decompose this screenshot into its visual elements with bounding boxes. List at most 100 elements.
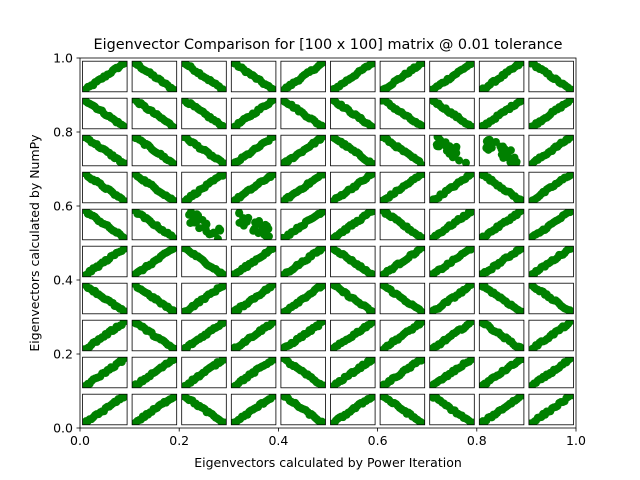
data-point [321, 135, 326, 139]
subplot-points [231, 246, 276, 277]
subplot-frame [230, 356, 277, 389]
data-point [420, 61, 425, 65]
subplot-points [330, 320, 376, 351]
subplot-r2-c3 [230, 134, 277, 167]
data-point [123, 161, 128, 166]
subplot-r7-c4 [280, 319, 326, 352]
subplot-points [231, 394, 276, 425]
subplot-points [432, 135, 470, 166]
subplot-points [479, 283, 524, 314]
data-point [123, 320, 128, 325]
data-point [271, 283, 276, 288]
y-tick-label: 0.2 [53, 347, 73, 362]
data-point [321, 246, 326, 251]
subplot-r4-c5 [330, 208, 376, 241]
subplot-points [528, 135, 574, 166]
subplot-r2-c1 [131, 134, 178, 167]
data-point [222, 162, 227, 166]
subplot-frame [330, 208, 376, 241]
data-point [470, 357, 475, 360]
subplot-points [528, 61, 574, 92]
subplot-r1-c5 [330, 97, 376, 130]
subplot-r5-c2 [181, 245, 227, 278]
data-point [519, 246, 524, 250]
data-point [271, 86, 276, 92]
data-point [123, 357, 128, 362]
plot-area-frame [79, 57, 577, 429]
subplot-frame [379, 134, 426, 167]
subplot-frame [82, 208, 128, 241]
data-point [420, 161, 425, 166]
subplot-r6-c7 [429, 282, 475, 315]
y-tick-label: 0.4 [53, 273, 73, 288]
data-point [272, 172, 276, 176]
subplot-frame [379, 356, 426, 389]
subplot-r1-c7 [429, 97, 475, 130]
data-point [420, 236, 425, 240]
subplot-r3-c6 [379, 171, 426, 204]
subplot-r7-c1 [131, 319, 178, 352]
subplot-r6-c0 [82, 282, 128, 315]
subplot-frame [131, 393, 178, 426]
subplot-points [330, 172, 376, 203]
subplot-r7-c8 [478, 319, 525, 352]
y-tick-label: 0.8 [53, 125, 73, 140]
subplot-frame [379, 393, 426, 426]
subplot-r3-c2 [181, 171, 227, 204]
subplot-points [280, 98, 326, 129]
subplot-points [380, 135, 425, 166]
subplot-r4-c4 [280, 208, 326, 241]
subplot-frame [280, 356, 326, 389]
subplots-group [82, 60, 574, 426]
subplot-points [231, 98, 276, 129]
subplot-points [231, 135, 276, 166]
subplot-points [380, 246, 425, 277]
subplot-points [528, 209, 574, 240]
data-point [470, 124, 475, 129]
data-point [222, 172, 227, 177]
data-point [569, 98, 574, 103]
subplot-r5-c4 [280, 245, 326, 278]
data-point [420, 419, 425, 425]
subplot-points [380, 320, 425, 351]
subplot-points [280, 357, 326, 388]
subplot-frame [181, 245, 227, 278]
subplot-r2-c8 [478, 134, 525, 167]
subplot-frame [181, 60, 227, 93]
subplot-frame [429, 208, 475, 241]
subplot-r6-c5 [330, 282, 376, 315]
subplot-frame [181, 319, 227, 352]
subplot-points [380, 209, 425, 240]
subplot-points [429, 172, 475, 203]
subplot-r3-c9 [528, 171, 574, 204]
subplot-frame [330, 282, 376, 315]
subplot-r8-c2 [181, 356, 227, 389]
subplot-frame [230, 319, 277, 352]
subplot-points [330, 98, 376, 129]
subplot-points [528, 357, 574, 388]
subplot-points [82, 283, 128, 314]
subplot-r6-c2 [181, 282, 227, 315]
subplot-frame [478, 134, 525, 167]
subplot-frame [478, 282, 525, 315]
subplot-points [330, 357, 376, 388]
subplot-points [330, 135, 376, 166]
subplot-frame [429, 319, 475, 352]
data-point [512, 157, 521, 166]
subplot-r6-c9 [528, 282, 574, 315]
subplot-points [528, 172, 574, 203]
subplot-r7-c7 [429, 319, 475, 352]
data-point [371, 308, 376, 314]
data-point [420, 309, 425, 314]
subplot-r9-c0 [82, 393, 128, 426]
subplot-points [280, 61, 326, 92]
data-point [455, 156, 464, 165]
subplot-frame [131, 245, 178, 278]
data-point [470, 246, 475, 252]
subplot-r9-c1 [131, 393, 178, 426]
data-point [222, 125, 227, 129]
subplot-points [181, 357, 227, 388]
subplot-frame [330, 171, 376, 204]
subplot-r7-c0 [82, 319, 128, 352]
subplot-frame [330, 245, 376, 278]
